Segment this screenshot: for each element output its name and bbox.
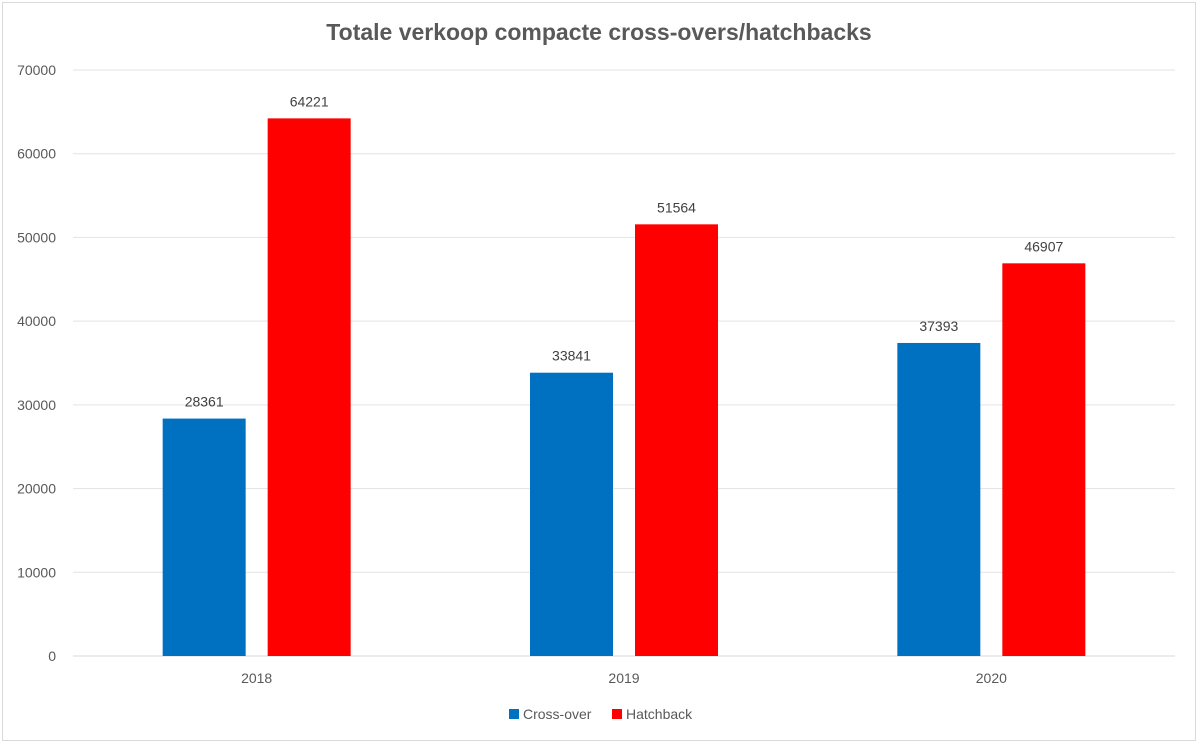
y-tick-label: 70000: [17, 62, 56, 78]
x-tick-label: 2020: [976, 670, 1007, 686]
y-tick-label: 50000: [17, 229, 56, 245]
x-tick-label: 2018: [241, 670, 272, 686]
x-axis-ticks: 2018 2019 2020: [241, 670, 1007, 686]
bar-hatchback-2020: [1002, 263, 1086, 656]
data-label: 33841: [552, 348, 591, 364]
legend-swatch-hatchback: [612, 709, 622, 719]
legend-swatch-cross-over: [509, 709, 519, 719]
y-axis-ticks: 0 10000 20000 30000 40000 50000 60000 70000: [17, 62, 56, 664]
data-label: 28361: [185, 394, 224, 410]
data-label: 64221: [290, 93, 329, 109]
x-tick-label: 2019: [608, 670, 639, 686]
gridlines: [73, 69, 1175, 657]
legend-label: Cross-over: [523, 706, 592, 722]
y-tick-label: 60000: [17, 146, 56, 162]
data-label: 51564: [657, 199, 696, 215]
data-labels: 28361 64221 33841 51564 37393 46907: [185, 93, 1064, 409]
bar-cross-over-2018: [162, 418, 246, 656]
data-label: 37393: [919, 318, 958, 334]
legend: Cross-over Hatchback: [509, 706, 693, 722]
bar-cross-over-2020: [897, 342, 981, 656]
y-tick-label: 0: [48, 648, 56, 664]
bar-cross-over-2019: [530, 372, 613, 656]
chart-title: Totale verkoop compacte cross-overs/hatc…: [326, 19, 871, 45]
data-label: 46907: [1024, 238, 1063, 254]
y-tick-label: 20000: [17, 481, 56, 497]
legend-label: Hatchback: [626, 706, 693, 722]
bars: [162, 118, 1086, 657]
bar-hatchback-2019: [635, 224, 718, 656]
y-tick-label: 40000: [17, 313, 56, 329]
y-tick-label: 10000: [17, 564, 56, 580]
y-tick-label: 30000: [17, 397, 56, 413]
bar-hatchback-2018: [267, 118, 351, 657]
